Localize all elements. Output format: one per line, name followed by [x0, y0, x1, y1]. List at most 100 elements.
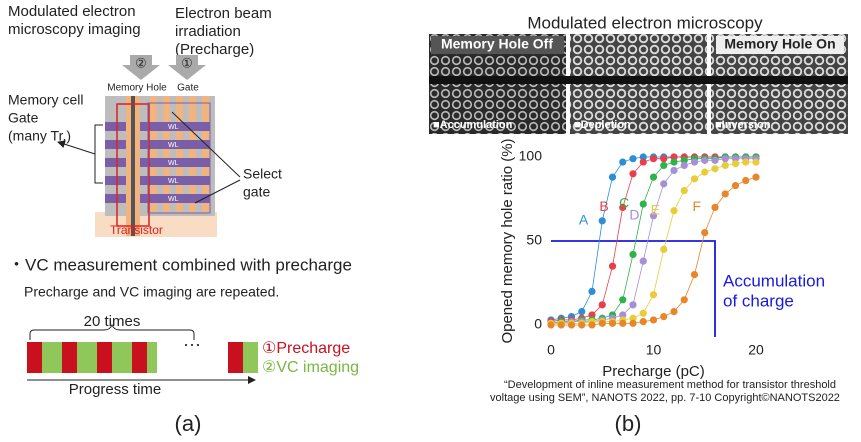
point	[701, 168, 709, 176]
memory-hole-label: Memory Hole	[107, 83, 167, 94]
point	[711, 156, 719, 164]
transistor-box	[116, 103, 150, 227]
wl-label: WL	[168, 178, 179, 185]
point	[670, 207, 678, 215]
x-tick-label: 10	[646, 342, 662, 358]
irradiation-label: irradiation	[175, 23, 241, 40]
point	[649, 316, 658, 324]
point	[639, 158, 647, 166]
times-label: 20 times	[84, 313, 141, 330]
progress-label: Progress time	[69, 381, 162, 398]
transistor-label: Transistor	[110, 223, 163, 237]
annotation: Accumulation	[723, 271, 825, 290]
sem-top: Memory Hole On	[724, 36, 835, 52]
citation: “Development of inline measurement metho…	[504, 379, 836, 391]
chart: 0 50 100 0 10 20 Precharge (pC) Opened memory h…	[499, 138, 825, 380]
sem-bottom: ■Inversion	[715, 119, 771, 131]
point	[629, 319, 637, 327]
point	[670, 307, 678, 316]
point	[660, 161, 668, 169]
point	[588, 321, 596, 329]
point	[629, 155, 637, 163]
wl-label: WL	[168, 142, 179, 149]
point	[752, 173, 760, 181]
sem-bottom: ■Accumulation	[433, 119, 513, 131]
point	[639, 257, 647, 265]
pointer	[57, 140, 96, 155]
point	[680, 187, 688, 195]
point	[619, 296, 627, 304]
irradiation-label: (Precharge)	[175, 41, 254, 58]
substrate	[95, 212, 217, 237]
panel-label: (b)	[615, 411, 642, 436]
memory-cell-label: Memory cell	[8, 92, 83, 108]
point	[619, 158, 627, 166]
memory-cell-label: Gate	[8, 110, 39, 126]
point	[721, 190, 729, 198]
irradiation-label: Electron beam	[175, 5, 272, 22]
point	[588, 287, 596, 295]
y-axis-label: Opened memory hole ratio (%)	[499, 138, 516, 343]
imaging-label: microscopy imaging	[8, 21, 141, 38]
select-box	[147, 102, 211, 214]
point	[711, 165, 719, 173]
point	[690, 158, 699, 166]
x-tick-label: 20	[748, 342, 764, 358]
wl-label: WL	[168, 160, 179, 167]
sem-tag	[716, 36, 844, 54]
brace	[94, 124, 103, 184]
point	[660, 180, 668, 188]
point	[701, 229, 709, 237]
point	[567, 321, 576, 329]
point	[670, 153, 678, 161]
point	[649, 291, 658, 299]
point	[731, 181, 740, 190]
wl-group: WL WL WL WL WL	[168, 124, 179, 203]
vc-title: ・VC measurement combined with precharge	[8, 255, 352, 274]
mark: ①	[181, 55, 193, 70]
point	[598, 301, 606, 309]
imaging-label: Modulated electron	[8, 3, 136, 20]
legend-vc: ②VC imaging	[262, 359, 359, 376]
point	[639, 200, 647, 208]
point	[619, 203, 627, 211]
point	[639, 309, 647, 317]
mark: ②	[135, 55, 147, 70]
point	[721, 155, 729, 163]
point	[649, 155, 658, 163]
point	[629, 250, 637, 259]
point	[660, 245, 668, 253]
reference-line	[551, 240, 716, 337]
gate-stripes	[150, 96, 209, 212]
point	[578, 321, 586, 329]
y-tick-label: 50	[526, 232, 542, 248]
series-label: D	[629, 207, 639, 223]
point	[731, 155, 740, 163]
point	[701, 156, 709, 164]
dots: ···	[183, 334, 201, 354]
point	[711, 203, 719, 211]
point	[670, 166, 678, 175]
brace	[29, 323, 195, 340]
point	[721, 161, 729, 169]
wl-label: WL	[168, 124, 179, 131]
point	[660, 155, 668, 163]
point	[578, 307, 586, 316]
point	[588, 311, 596, 319]
sem: Modulated electron microscopy Memory Hol…	[429, 13, 848, 134]
point	[557, 321, 565, 329]
series-label: F	[692, 198, 701, 214]
sem-bottom: ■Depletion	[574, 119, 631, 131]
point	[752, 158, 760, 166]
point	[680, 161, 688, 169]
point	[608, 319, 617, 327]
arrow	[168, 55, 206, 80]
point	[619, 319, 627, 327]
point	[649, 173, 658, 181]
pointer	[194, 179, 241, 204]
memory-cell-label: (many Tr.)	[8, 128, 71, 144]
point	[742, 176, 750, 185]
point	[690, 175, 699, 183]
x-tick-label: 0	[547, 342, 555, 358]
point	[660, 313, 668, 321]
